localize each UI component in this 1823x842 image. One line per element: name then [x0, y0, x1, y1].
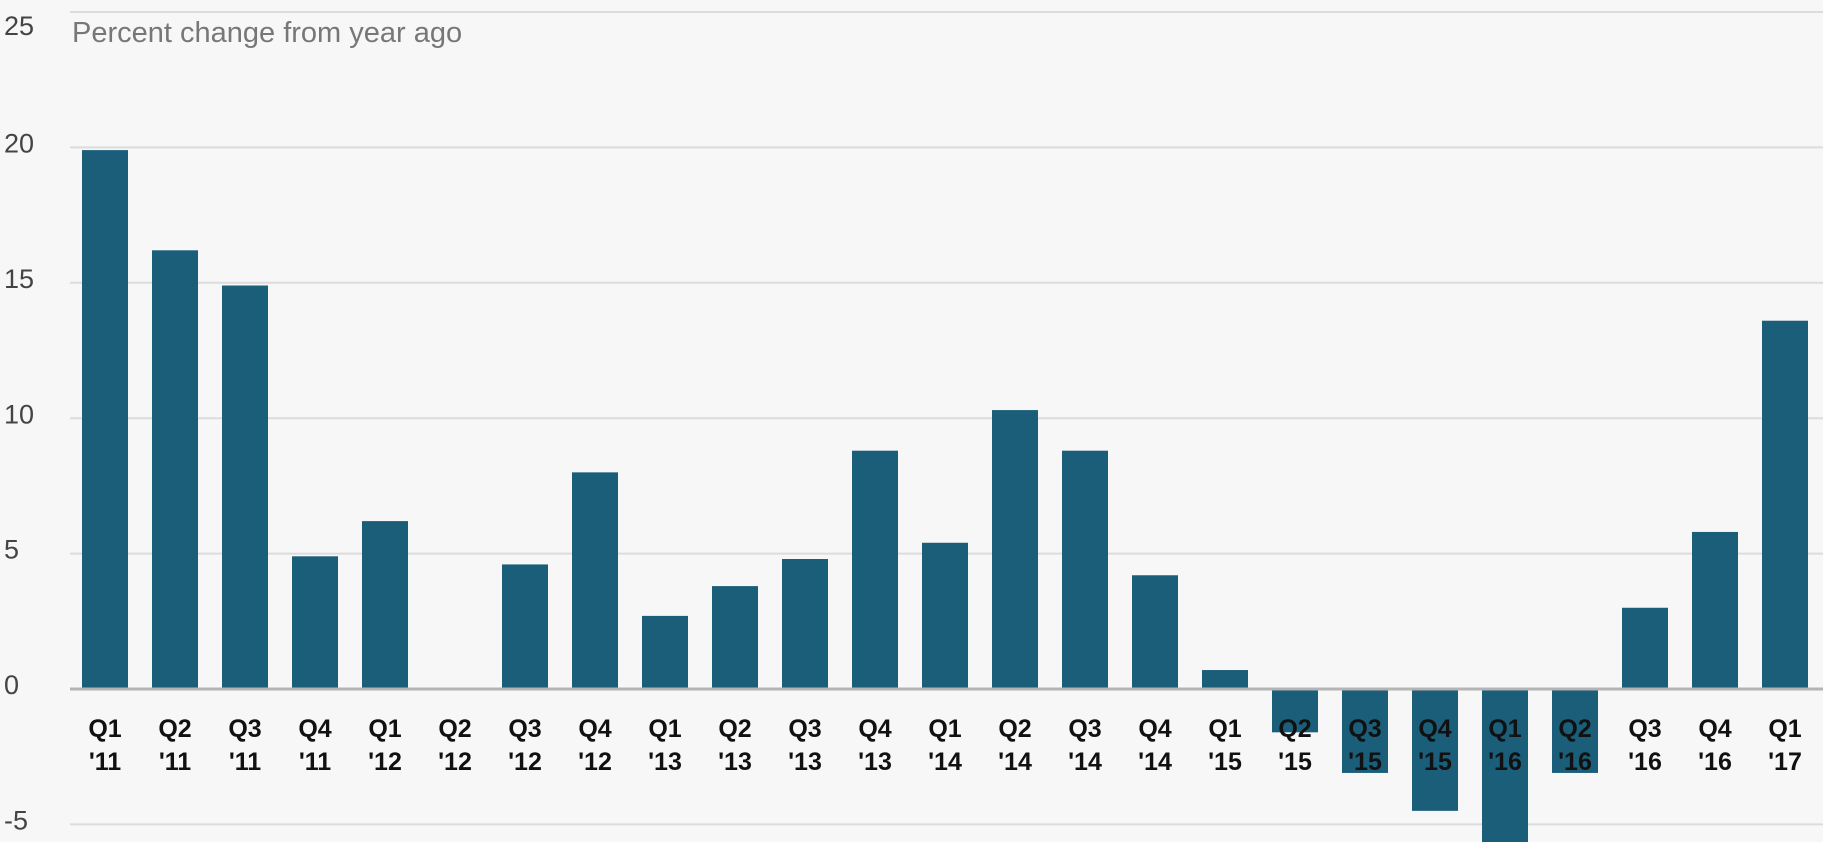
x-tick-label-year: '13 — [648, 748, 682, 776]
bar — [1552, 689, 1598, 773]
x-tick-label-quarter: Q1 — [1208, 715, 1241, 743]
bar — [992, 410, 1038, 689]
x-tick-label-year: '13 — [788, 748, 822, 776]
x-tick-label-year: '15 — [1418, 748, 1452, 776]
x-tick-label-year: '13 — [718, 748, 752, 776]
x-tick-label-year: '17 — [1768, 748, 1802, 776]
y-tick-label: 5 — [4, 535, 19, 565]
x-tick-label-quarter: Q4 — [578, 715, 611, 743]
x-tick-label-year: '16 — [1488, 748, 1522, 776]
bar — [922, 542, 968, 689]
bar — [782, 559, 828, 689]
x-tick-label-quarter: Q4 — [858, 715, 891, 743]
x-tick-label-year: '12 — [578, 748, 612, 776]
x-tick-label-year: '11 — [299, 748, 331, 776]
bar — [1692, 531, 1738, 689]
bar — [1762, 320, 1808, 689]
bar — [82, 150, 128, 689]
bar — [852, 450, 898, 689]
x-tick-label-year: '11 — [89, 748, 121, 776]
bar — [712, 586, 758, 689]
x-tick-label-quarter: Q3 — [788, 715, 821, 743]
bar — [222, 285, 268, 689]
bar — [1412, 689, 1458, 811]
x-tick-label-quarter: Q2 — [718, 715, 751, 743]
x-tick-label-year: '14 — [1068, 748, 1102, 776]
x-tick-label-quarter: Q2 — [1558, 715, 1591, 743]
x-tick-label-quarter: Q3 — [508, 715, 541, 743]
x-tick-label-year: '15 — [1208, 748, 1242, 776]
x-tick-label-quarter: Q2 — [998, 715, 1031, 743]
x-tick-label-year: '15 — [1278, 748, 1312, 776]
bar — [642, 615, 688, 689]
x-tick-label-quarter: Q1 — [1768, 715, 1801, 743]
x-tick-label-quarter: Q3 — [1348, 715, 1381, 743]
x-tick-label-year: '12 — [438, 748, 472, 776]
y-tick-label: 10 — [4, 399, 34, 429]
x-tick-label-year: '11 — [159, 748, 191, 776]
x-tick-label-quarter: Q1 — [1488, 715, 1521, 743]
x-tick-label-quarter: Q2 — [158, 715, 191, 743]
x-tick-label-year: '14 — [1138, 748, 1172, 776]
y-tick-label: 15 — [4, 264, 34, 294]
x-tick-label-year: '13 — [858, 748, 892, 776]
x-tick-label-quarter: Q1 — [88, 715, 121, 743]
y-axis-tick-labels: 25 20 15 10 5 0 -5 — [4, 11, 34, 835]
y-tick-label: 20 — [4, 129, 34, 159]
bar — [1272, 689, 1318, 733]
x-tick-label-year: '14 — [928, 748, 962, 776]
bar — [1202, 670, 1248, 689]
x-tick-label-quarter: Q2 — [1278, 715, 1311, 743]
x-tick-label-year: '11 — [229, 748, 261, 776]
bar — [572, 472, 618, 689]
y-tick-label: 25 — [4, 11, 34, 41]
bar — [1622, 607, 1668, 689]
bar — [1482, 689, 1528, 842]
x-axis-tick-labels: Q1 '11 Q2 '11 Q3 '11 Q4 '11 Q1 '12 Q2 '12 Q3 '12 Q4 '12… — [88, 715, 1802, 776]
bar — [362, 521, 408, 689]
x-tick-label-year: '16 — [1558, 748, 1592, 776]
x-tick-label-quarter: Q3 — [1628, 715, 1661, 743]
x-tick-label-year: '14 — [998, 748, 1032, 776]
x-tick-label-quarter: Q4 — [1418, 715, 1451, 743]
x-tick-label-year: '16 — [1698, 748, 1732, 776]
x-tick-label-quarter: Q3 — [1068, 715, 1101, 743]
x-tick-label-quarter: Q4 — [1138, 715, 1171, 743]
x-tick-label-year: '12 — [508, 748, 542, 776]
bar — [502, 564, 548, 689]
bar — [1342, 689, 1388, 773]
x-tick-label-year: '15 — [1348, 748, 1382, 776]
x-tick-label-quarter: Q1 — [648, 715, 681, 743]
bar — [1062, 450, 1108, 689]
x-tick-label-quarter: Q2 — [438, 715, 471, 743]
y-tick-label: -5 — [4, 806, 28, 836]
x-tick-label-quarter: Q3 — [228, 715, 261, 743]
bar — [292, 556, 338, 689]
x-tick-label-quarter: Q4 — [1698, 715, 1731, 743]
bars — [82, 150, 1808, 842]
x-tick-label-year: '12 — [368, 748, 402, 776]
y-axis-unit-label: Percent change from year ago — [72, 17, 462, 49]
x-tick-label-quarter: Q4 — [298, 715, 331, 743]
x-tick-label-quarter: Q1 — [368, 715, 401, 743]
x-tick-label-quarter: Q1 — [928, 715, 961, 743]
x-tick-label-year: '16 — [1628, 748, 1662, 776]
y-tick-label: 0 — [4, 670, 19, 700]
bar — [1132, 575, 1178, 689]
bar — [152, 250, 198, 689]
